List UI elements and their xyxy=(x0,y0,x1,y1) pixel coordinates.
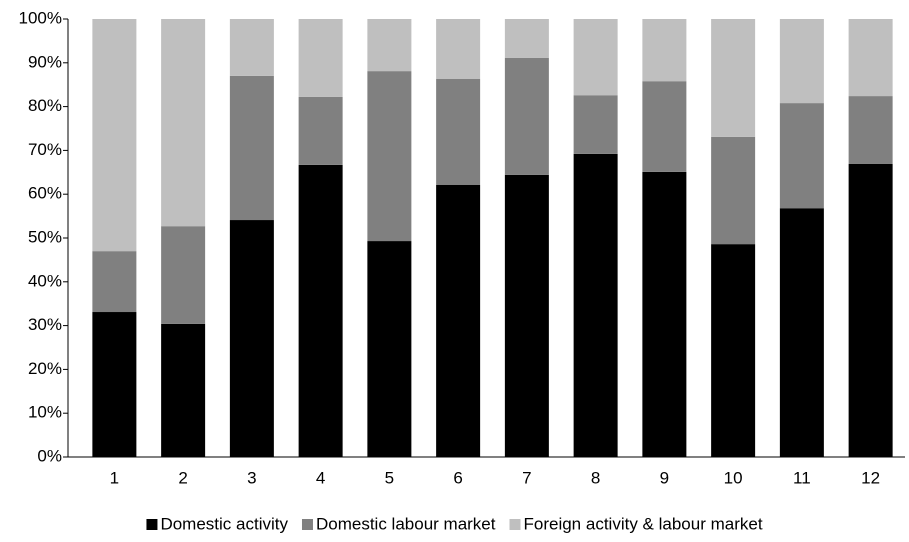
y-tick-label: 20% xyxy=(28,359,62,378)
legend-label: Foreign activity & labour market xyxy=(524,514,763,533)
y-tick-label: 80% xyxy=(28,96,62,115)
y-tick-label: 0% xyxy=(37,446,62,465)
y-tick-label: 10% xyxy=(28,403,62,422)
legend-swatch xyxy=(146,519,158,530)
y-tick-label: 70% xyxy=(28,140,62,159)
legend-label: Domestic activity xyxy=(160,514,288,533)
bar-segment xyxy=(848,96,893,164)
legend-swatch xyxy=(301,519,313,530)
bar-segment xyxy=(298,19,343,97)
legend-swatch xyxy=(509,519,521,530)
x-tick-label: 2 xyxy=(178,468,187,487)
bar-segment xyxy=(436,19,481,80)
bar-segment xyxy=(711,19,756,137)
x-tick-label: 6 xyxy=(453,468,462,487)
bar-segment xyxy=(436,79,481,186)
x-tick-label: 7 xyxy=(522,468,531,487)
bar-segment xyxy=(848,163,893,457)
bar-segment xyxy=(642,81,687,172)
bar-segment xyxy=(573,153,618,458)
bar-segment xyxy=(573,95,618,154)
bar-segment xyxy=(298,96,343,165)
bar-segment xyxy=(92,19,137,252)
x-tick-label: 5 xyxy=(385,468,394,487)
x-tick-label: 12 xyxy=(861,468,880,487)
bar-segment xyxy=(92,251,137,313)
bar-segment xyxy=(161,226,206,324)
bar-segment xyxy=(504,174,549,458)
bar-segment xyxy=(436,185,481,457)
legend-label: Domestic labour market xyxy=(316,514,496,533)
bar-segment xyxy=(161,19,206,227)
x-tick-label: 11 xyxy=(793,468,811,487)
bar-segment xyxy=(642,19,687,82)
bar-segment xyxy=(229,19,274,76)
y-tick-label: 90% xyxy=(28,52,62,71)
bar-segment xyxy=(779,103,824,209)
bar-segment xyxy=(711,244,756,457)
y-tick-label: 30% xyxy=(28,315,62,334)
bar-segment xyxy=(779,19,824,104)
bar-segment xyxy=(504,19,549,58)
bar-segment xyxy=(779,208,824,457)
bar-segment xyxy=(573,19,618,96)
bar-segment xyxy=(642,171,687,457)
bar-segment xyxy=(504,57,549,175)
x-tick-label: 9 xyxy=(660,468,669,487)
bar-segment xyxy=(711,136,756,245)
bar-segment xyxy=(367,241,412,457)
bar-segment xyxy=(229,75,274,221)
x-tick-label: 4 xyxy=(316,468,325,487)
y-tick-label: 100% xyxy=(19,8,62,27)
bar-segment xyxy=(161,323,206,457)
bar-segment xyxy=(92,312,137,457)
y-tick-label: 40% xyxy=(28,271,62,290)
bar-segment xyxy=(367,19,412,72)
bar-segment xyxy=(229,220,274,457)
x-tick-label: 10 xyxy=(724,468,743,487)
y-tick-label: 50% xyxy=(28,227,62,246)
y-tick-label: 60% xyxy=(28,184,62,203)
x-tick-label: 1 xyxy=(110,468,119,487)
x-tick-label: 8 xyxy=(591,468,600,487)
bar-segment xyxy=(298,164,343,457)
x-tick-label: 3 xyxy=(247,468,256,487)
bar-segment xyxy=(848,19,893,97)
bar-segment xyxy=(367,71,412,242)
